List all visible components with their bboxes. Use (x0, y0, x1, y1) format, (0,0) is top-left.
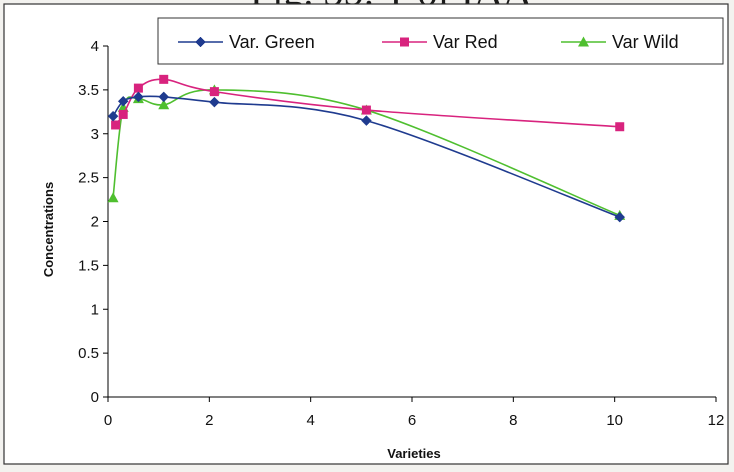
data-point-var-green (361, 115, 372, 126)
y-tick-label: 3 (91, 126, 99, 143)
legend-label-var-wild: Var Wild (612, 32, 679, 52)
legend-label-var-red: Var Red (433, 32, 498, 52)
data-point-var-green (107, 110, 119, 122)
data-point-var-red (118, 109, 128, 119)
x-tick-label: 0 (104, 412, 112, 429)
series-group (107, 74, 626, 223)
legend-marker-var-red (400, 37, 409, 47)
y-tick-label: 2.5 (78, 170, 99, 187)
data-point-var-red (133, 83, 143, 93)
legend-label-var-green: Var. Green (229, 32, 315, 52)
legend: Var. Green Var Red Var Wild (157, 17, 724, 65)
y-tick-label: 0.5 (78, 345, 99, 362)
data-point-var-red (159, 74, 169, 84)
data-point-var-wild (107, 192, 119, 203)
data-point-var-green (133, 91, 144, 103)
y-tick-label: 2 (91, 214, 99, 231)
y-tick-label: 0 (91, 389, 99, 406)
y-tick-label: 4 (91, 38, 99, 55)
data-point-var-red (111, 120, 121, 130)
x-axis-label: Varieties (387, 446, 441, 461)
series-var-green (107, 91, 626, 223)
data-point-var-green (158, 91, 170, 103)
legend-marker-var-wild (578, 36, 589, 47)
data-point-var-red (361, 105, 371, 115)
data-point-var-green (209, 96, 220, 108)
chart-area-border (3, 3, 729, 465)
y-axis-label: Concentrations (41, 182, 56, 277)
y-tick-label: 1.5 (78, 257, 99, 274)
y-tick-label: 3.5 (78, 82, 99, 99)
data-point-var-wild (158, 99, 170, 110)
x-tick-label: 8 (509, 412, 517, 429)
x-tick-label: 10 (606, 412, 623, 429)
data-point-var-red (209, 87, 219, 97)
data-point-var-red (615, 122, 625, 132)
axes: 0 0.5 1 1.5 2 2.5 3 3.5 4 0 2 4 6 8 10 12 Varieties Conce… (41, 38, 724, 461)
x-tick-label: 2 (205, 412, 213, 429)
x-tick-label: 6 (408, 412, 416, 429)
legend-box (157, 17, 724, 65)
data-point-var-green (117, 95, 129, 107)
y-tick-label: 1 (91, 301, 99, 318)
series-var-red (111, 74, 625, 132)
x-tick-label: 4 (306, 412, 314, 429)
legend-marker-var-green (195, 36, 206, 48)
data-point-var-green (614, 211, 626, 223)
x-tick-label: 12 (708, 412, 725, 429)
